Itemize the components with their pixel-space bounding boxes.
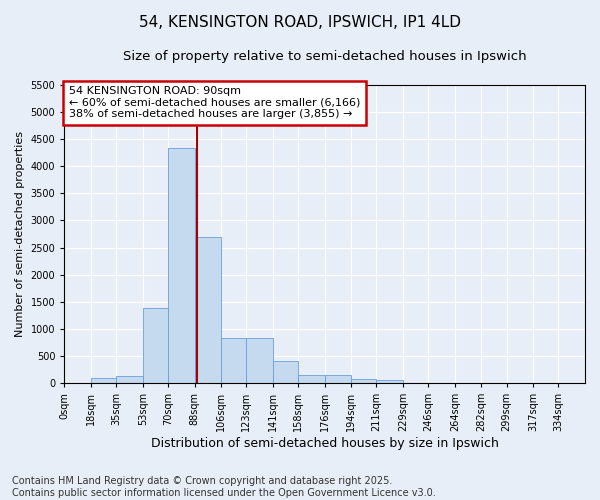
- Text: Contains HM Land Registry data © Crown copyright and database right 2025.
Contai: Contains HM Land Registry data © Crown c…: [12, 476, 436, 498]
- Bar: [168, 148, 194, 383]
- Bar: [246, 338, 273, 383]
- Text: 54 KENSINGTON ROAD: 90sqm
← 60% of semi-detached houses are smaller (6,166)
38% : 54 KENSINGTON ROAD: 90sqm ← 60% of semi-…: [69, 86, 360, 120]
- Title: Size of property relative to semi-detached houses in Ipswich: Size of property relative to semi-detach…: [123, 50, 526, 63]
- Text: 54, KENSINGTON ROAD, IPSWICH, IP1 4LD: 54, KENSINGTON ROAD, IPSWICH, IP1 4LD: [139, 15, 461, 30]
- Bar: [273, 362, 298, 383]
- Bar: [221, 338, 246, 383]
- Bar: [143, 308, 168, 383]
- Bar: [91, 378, 116, 383]
- Bar: [351, 378, 376, 383]
- Bar: [194, 236, 221, 383]
- Bar: [298, 375, 325, 383]
- X-axis label: Distribution of semi-detached houses by size in Ipswich: Distribution of semi-detached houses by …: [151, 437, 499, 450]
- Bar: [116, 376, 143, 383]
- Bar: [325, 376, 351, 383]
- Y-axis label: Number of semi-detached properties: Number of semi-detached properties: [15, 131, 25, 337]
- Bar: [376, 380, 403, 383]
